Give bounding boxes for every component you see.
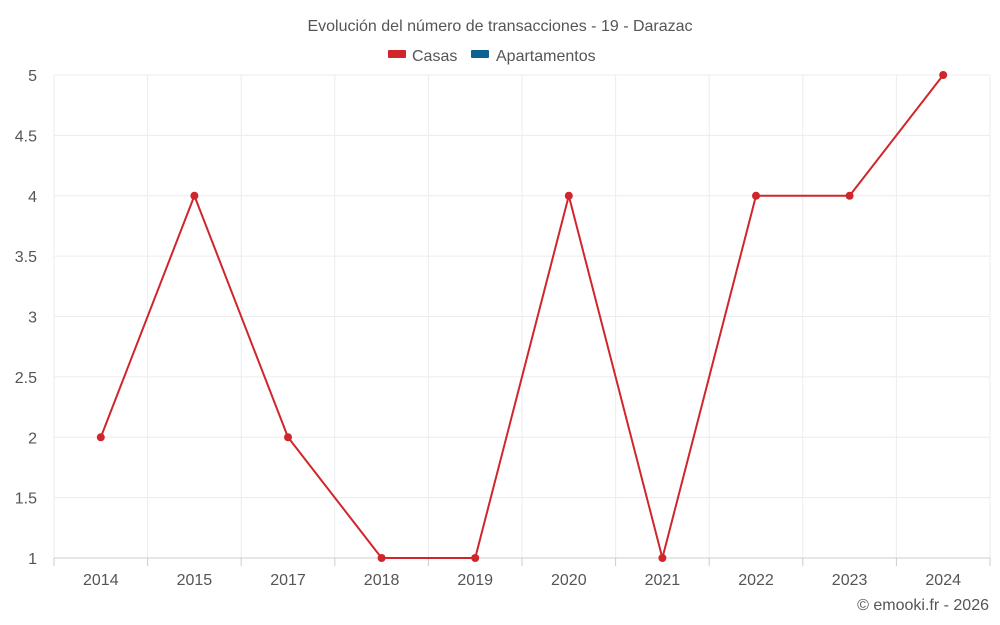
data-point[interactable] [845,191,854,200]
y-tick-label: 5 [28,68,37,85]
axes: 1 1.5 2 2.5 3 3.5 4 4.5 5 2014 2015 2017 2018 2019 202… [15,68,991,589]
y-tick-label: 3 [28,310,37,327]
grid-lines [53,74,991,558]
legend-item-casas[interactable]: Casas [388,48,457,65]
legend: Casas Apartamentos [388,48,596,65]
legend-swatch-apartamentos [471,50,489,58]
data-point[interactable] [939,71,948,79]
x-tick-label: 2024 [925,572,961,589]
data-point[interactable] [471,554,480,562]
data-point[interactable] [96,433,105,442]
y-tick-label: 1.5 [15,491,37,508]
data-point[interactable] [658,554,667,562]
x-tick-label: 2021 [645,572,681,589]
x-tick-label: 2020 [551,572,587,589]
data-point[interactable] [284,433,292,442]
series-casas [96,71,948,562]
y-tick-label: 2.5 [15,370,37,387]
x-tick-label: 2017 [270,572,306,589]
chart-title: Evolución del número de transacciones - … [307,18,692,35]
x-tick-label: 2018 [364,572,400,589]
data-point[interactable] [752,191,760,200]
y-tick-label: 2 [28,430,37,447]
x-tick-label: 2022 [738,572,774,589]
legend-swatch-casas [388,50,406,58]
legend-label-apartamentos: Apartamentos [496,48,596,65]
x-tick-label: 2014 [83,572,119,589]
data-point[interactable] [377,554,386,562]
y-tick-label: 4 [28,189,37,206]
x-tick-label: 2015 [177,572,213,589]
data-point[interactable] [564,191,573,200]
series-line-casas [99,74,944,559]
y-tick-label: 1 [28,551,37,568]
legend-label-casas: Casas [412,48,457,65]
y-tick-label: 3.5 [15,249,37,266]
x-tick-label: 2019 [457,572,493,589]
y-tick-label: 4.5 [15,128,37,145]
data-point[interactable] [190,191,199,200]
legend-item-apartamentos[interactable]: Apartamentos [471,48,596,65]
credit-text: © emooki.fr - 2026 [857,597,989,614]
x-tick-label: 2023 [832,572,868,589]
